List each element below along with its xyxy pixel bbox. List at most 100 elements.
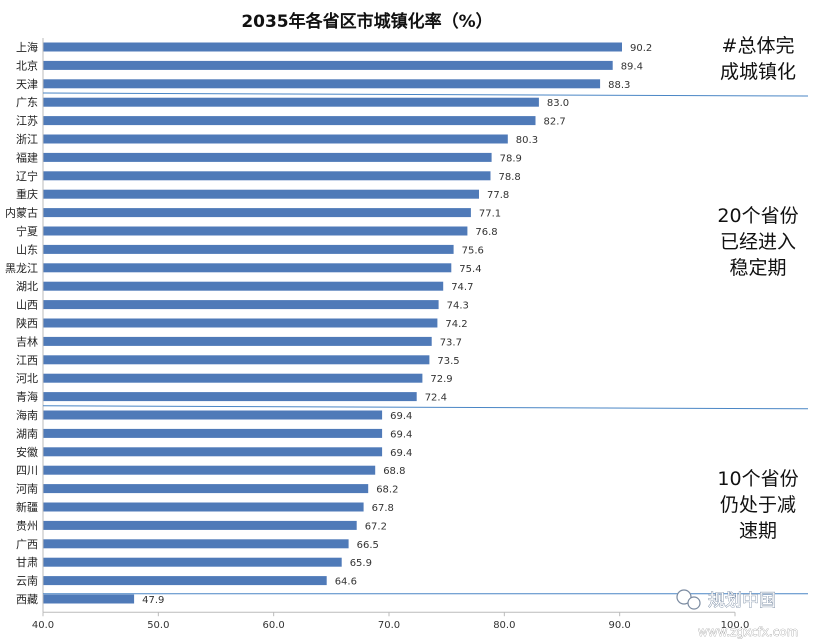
value-labels: 90.2 89.4 88.3 83.0 82.7 80.3 78.9 78.8 77.8 77.1…: [142, 43, 652, 606]
category-label: 山东: [16, 243, 38, 256]
value-label: 88.3: [608, 80, 630, 91]
category-label: 江苏: [16, 115, 38, 128]
value-label: 69.4: [390, 448, 412, 459]
category-label: 广西: [16, 538, 38, 551]
bar: [43, 520, 357, 530]
annotation-line: 速期: [739, 520, 777, 542]
wechat-icon: [676, 589, 701, 610]
bar: [43, 465, 376, 475]
value-label: 73.5: [437, 356, 459, 367]
bar: [43, 116, 536, 126]
bar: [43, 300, 439, 310]
value-label: 74.3: [447, 301, 469, 312]
value-label: 74.2: [445, 319, 467, 330]
category-label: 内蒙古: [5, 206, 38, 220]
category-label: 广东: [16, 96, 38, 109]
chart-title: 2035年各省区市城镇化率（%）: [241, 11, 492, 32]
value-label: 65.9: [350, 558, 372, 569]
category-label: 黑龙江: [5, 262, 38, 275]
bar: [43, 557, 342, 567]
value-label: 47.9: [142, 595, 164, 606]
value-label: 89.4: [621, 61, 643, 72]
bar: [43, 79, 601, 89]
bar-group: [43, 42, 622, 604]
category-labels: 上海北京天津广东江苏浙江福建辽宁重庆内蒙古宁夏山东黑龙江湖北山西陕西吉林江西河北…: [5, 40, 38, 606]
x-tick-label: 90.0: [609, 620, 631, 631]
value-label: 76.8: [475, 227, 497, 238]
bar: [43, 97, 539, 107]
bar: [43, 539, 349, 549]
value-label: 83.0: [547, 98, 569, 109]
bar: [43, 281, 444, 291]
value-label: 66.5: [357, 540, 379, 551]
bar: [43, 355, 430, 365]
category-label: 青海: [16, 390, 38, 404]
value-label: 72.4: [425, 393, 447, 404]
bar: [43, 373, 423, 383]
category-label: 江西: [16, 354, 38, 367]
watermark-url: www.zgxcfx.com: [698, 625, 798, 639]
category-label: 宁夏: [16, 224, 38, 238]
category-label: 重庆: [16, 187, 38, 201]
x-tick-label: 50.0: [147, 620, 169, 631]
value-label: 82.7: [544, 117, 566, 128]
value-label: 74.7: [451, 282, 473, 293]
group-separator-line: [42, 92, 809, 97]
value-label: 67.8: [372, 503, 394, 514]
category-label: 陕西: [16, 316, 38, 330]
annotation-line: 10个省份: [717, 468, 798, 490]
x-tick-label: 80.0: [493, 620, 515, 631]
value-label: 72.9: [430, 374, 452, 385]
category-label: 天津: [16, 78, 38, 91]
category-label: 四川: [16, 464, 38, 477]
value-label: 75.6: [462, 245, 484, 256]
bar: [43, 244, 454, 254]
category-label: 浙江: [16, 133, 38, 146]
annotation-line: #总体完: [722, 35, 795, 57]
annotation-line: 成城镇化: [720, 61, 796, 83]
category-label: 吉林: [16, 334, 38, 348]
bar: [43, 318, 438, 328]
category-label: 甘肃: [16, 556, 38, 569]
category-label: 海南: [16, 408, 38, 422]
value-label: 80.3: [516, 135, 538, 146]
value-label: 77.8: [487, 190, 509, 201]
category-label: 山西: [16, 299, 38, 312]
bar: [43, 60, 613, 70]
x-tick-label: 70.0: [378, 620, 400, 631]
category-label: 北京: [16, 58, 38, 72]
bar: [43, 42, 622, 52]
watermark: 规划中国 www.zgxcfx.com: [676, 589, 799, 639]
category-label: 河北: [16, 372, 38, 385]
category-label: 湖北: [16, 280, 38, 293]
bar: [43, 392, 417, 402]
x-tick-label: 100.0: [721, 620, 750, 631]
value-label: 69.4: [390, 429, 412, 440]
value-label: 78.9: [500, 153, 522, 164]
x-tick-label: 60.0: [263, 620, 285, 631]
bar: [43, 594, 135, 604]
value-label: 69.4: [390, 411, 412, 422]
category-label: 新疆: [16, 500, 38, 514]
watermark-text: 规划中国: [708, 591, 776, 611]
category-label: 安徽: [16, 445, 38, 459]
category-label: 西藏: [16, 593, 38, 606]
bar: [43, 336, 432, 346]
annotation-line: 已经进入: [720, 231, 796, 253]
bar: [43, 502, 364, 512]
category-label: 湖南: [16, 427, 38, 440]
category-label: 福建: [16, 150, 38, 164]
value-label: 73.7: [440, 337, 462, 348]
bar: [43, 226, 468, 236]
value-label: 64.6: [335, 577, 357, 588]
group-separator-line: [42, 405, 809, 410]
bar: [43, 189, 479, 199]
value-label: 68.2: [376, 485, 398, 496]
bar: [43, 428, 383, 438]
value-label: 68.8: [383, 466, 405, 477]
value-label: 75.4: [459, 264, 481, 275]
annotation-line: 稳定期: [729, 257, 786, 279]
bar: [43, 484, 369, 494]
x-axis: 40.0 50.0 60.0 70.0 80.0 90.0 100.0: [32, 38, 749, 631]
